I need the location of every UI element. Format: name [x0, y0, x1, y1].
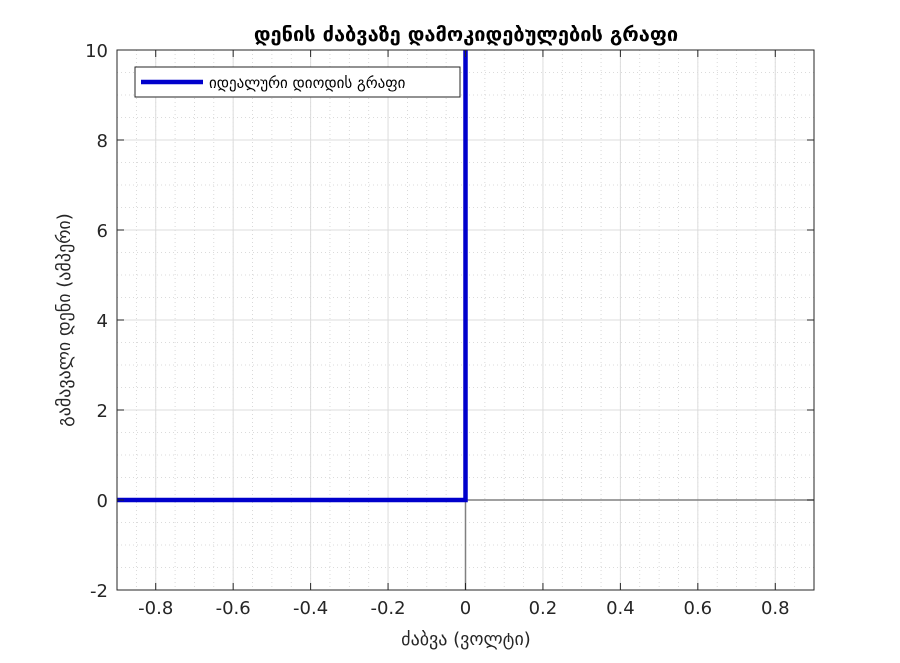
- x-tick-label: 0: [460, 598, 471, 619]
- y-tick-label: 2: [97, 401, 108, 422]
- x-tick-label: 0.2: [529, 598, 558, 619]
- legend: იდეალური დიოდის გრაფი: [134, 66, 461, 98]
- y-tick-label: 6: [97, 221, 108, 242]
- x-tick-label: -0.4: [293, 598, 328, 619]
- x-tick-label: 0.6: [684, 598, 713, 619]
- series-line-0: [117, 50, 468, 503]
- x-tick-label: -0.6: [216, 598, 251, 619]
- y-tick-label: 4: [97, 311, 108, 332]
- x-tick-label: -0.8: [138, 598, 173, 619]
- ticks: [117, 49, 814, 591]
- y-axis-label: გამავალი დენი (ამპერი): [54, 213, 75, 427]
- legend-entry-label: იდეალური დიოდის გრაფი: [209, 74, 406, 92]
- y-tick-label: 8: [97, 131, 108, 152]
- series-layer: [117, 50, 468, 503]
- x-tick-label: -0.2: [370, 598, 405, 619]
- y-tick-label: -2: [90, 581, 108, 602]
- x-tick-label: 0.4: [606, 598, 635, 619]
- tick-labels: -0.8 -0.6 -0.4 -0.2 0 0.2 0.4 0.6 0.8 -2 0 2 4 6 8 10: [85, 41, 790, 619]
- y-tick-label: 10: [85, 41, 108, 62]
- x-axis-label: ძაბვა (ვოლტი): [401, 629, 531, 650]
- x-tick-label: 0.8: [761, 598, 790, 619]
- chart-title: დენის ძაბვაზე დამოკიდებულების გრაფი: [254, 22, 678, 46]
- y-tick-label: 0: [97, 491, 108, 512]
